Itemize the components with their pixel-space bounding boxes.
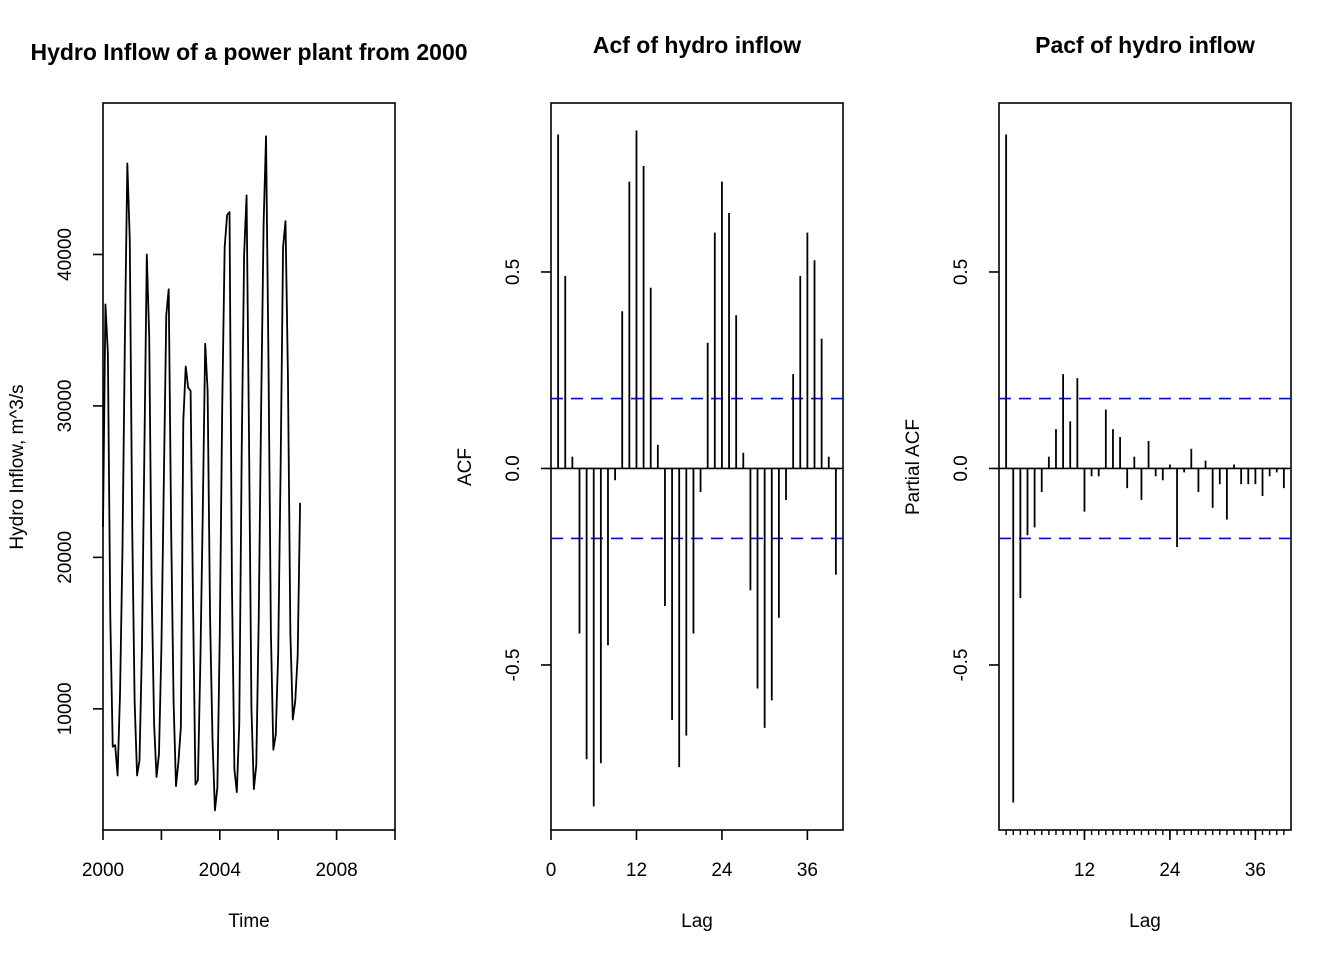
chart-title: Hydro Inflow of a power plant from 2000 bbox=[30, 39, 467, 65]
panel-acf: Acf of hydro inflow Lag ACF 0 12 24 36 -0.5 0… bbox=[455, 32, 844, 932]
y-tick-label: 20000 bbox=[55, 531, 76, 584]
y-tick-label: 40000 bbox=[55, 228, 76, 281]
x-tick-label: 2008 bbox=[315, 860, 357, 881]
plot-frame bbox=[550, 102, 844, 831]
y-axis-label: Hydro Inflow, m^3/s bbox=[7, 384, 28, 549]
x-tick-label: 2004 bbox=[199, 860, 242, 881]
series-line bbox=[102, 135, 301, 812]
y-tick-label: 0.0 bbox=[503, 455, 524, 481]
x-axis-label: Lag bbox=[681, 911, 713, 932]
x-tick-label: 12 bbox=[1074, 860, 1095, 881]
y-tick-label: 30000 bbox=[55, 379, 76, 432]
y-tick-label: 0.5 bbox=[503, 259, 524, 285]
x-tick-label: 24 bbox=[711, 860, 733, 881]
y-axis-label: Partial ACF bbox=[903, 419, 924, 515]
x-tick-label: 24 bbox=[1159, 860, 1181, 881]
x-tick-label: 12 bbox=[626, 860, 647, 881]
chart-title: Acf of hydro inflow bbox=[593, 32, 801, 58]
y-tick-label: -0.5 bbox=[951, 649, 972, 682]
chart-title: Pacf of hydro inflow bbox=[1035, 32, 1255, 58]
x-tick-label: 0 bbox=[546, 860, 557, 881]
x-axis-label: Time bbox=[228, 911, 270, 932]
x-axis-label: Lag bbox=[1129, 911, 1161, 932]
y-tick-label: -0.5 bbox=[503, 649, 524, 682]
x-tick-label: 36 bbox=[797, 860, 818, 881]
y-axis-label: ACF bbox=[455, 448, 476, 486]
x-tick-label: 2000 bbox=[82, 860, 124, 881]
panel-pacf: Pacf of hydro inflow Lag Partial ACF 12 2… bbox=[903, 32, 1292, 932]
y-tick-label: 10000 bbox=[55, 682, 76, 735]
x-tick-label: 36 bbox=[1245, 860, 1266, 881]
plot-frame bbox=[998, 102, 1292, 831]
y-tick-label: 0.0 bbox=[951, 455, 972, 481]
panel-time-series: Hydro Inflow of a power plant from 2000 … bbox=[7, 39, 468, 932]
y-tick-label: 0.5 bbox=[951, 259, 972, 285]
